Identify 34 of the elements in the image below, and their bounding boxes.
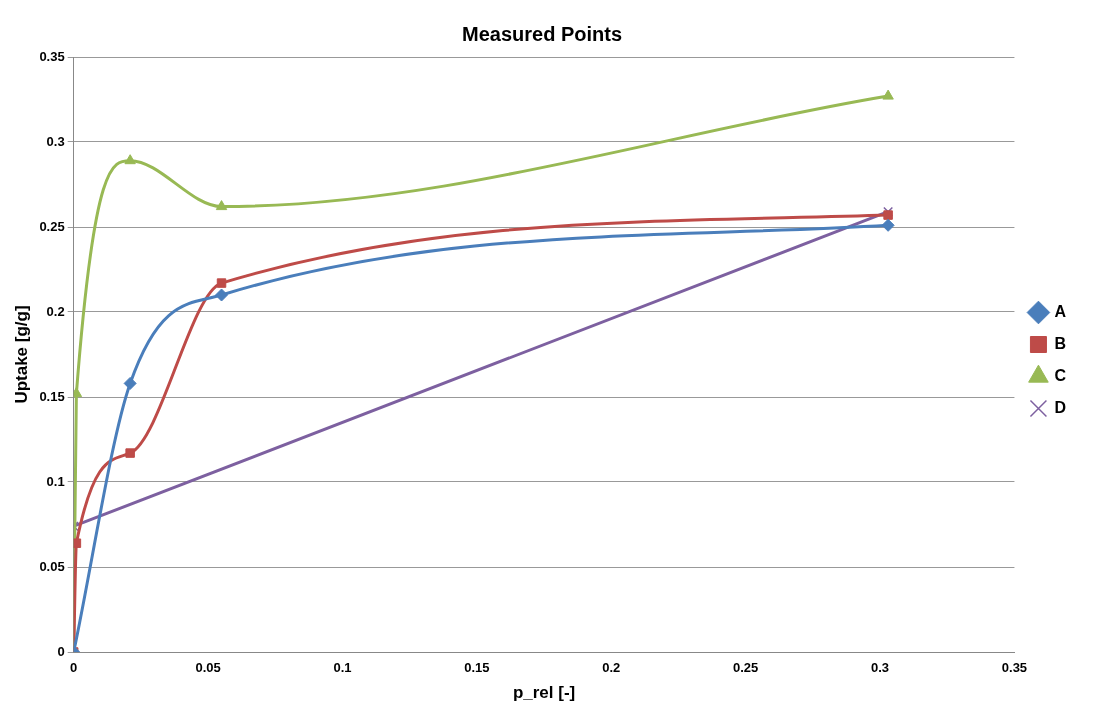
point (124, 154, 136, 165)
x-tick-label: 0.15 (464, 660, 490, 676)
x-tick-label: 0.25 (733, 660, 759, 676)
y-tick-label: 0.25 (39, 218, 65, 234)
point (881, 218, 895, 232)
y-tick-label: 0 (57, 643, 65, 659)
y-tick-label: 0.15 (39, 388, 65, 404)
point (125, 448, 135, 458)
point (73, 387, 83, 398)
x-tick-label: 0.3 (871, 660, 890, 676)
legend-label: C (1054, 366, 1067, 384)
chart-title: Measured Points (461, 22, 623, 45)
legend-label: A (1054, 302, 1067, 320)
y-tick-label: 0.1 (46, 473, 65, 489)
point (73, 538, 82, 548)
x-tick-label: 0.35 (1001, 660, 1028, 676)
y-tick-label: 0.35 (39, 48, 65, 64)
x-tick-label: 0 (70, 660, 78, 676)
point (882, 89, 894, 100)
y-tick-label: 0.05 (39, 558, 65, 574)
y-tick-label: 0.2 (46, 303, 65, 319)
x-tick-label: 0.2 (602, 660, 621, 676)
x-tick-label: 0.05 (195, 660, 221, 676)
point (215, 200, 228, 211)
x-axis-title: p_rel [-] (512, 683, 576, 703)
x-tick-label: 0.1 (333, 660, 352, 676)
point (216, 278, 227, 288)
point (883, 210, 893, 220)
point (123, 376, 137, 390)
point (215, 288, 229, 302)
legend-label: B (1054, 334, 1067, 352)
y-tick-label: 0.3 (46, 133, 65, 149)
legend-label: D (1054, 398, 1067, 416)
y-axis-title: Uptake [g/g] (11, 305, 31, 404)
